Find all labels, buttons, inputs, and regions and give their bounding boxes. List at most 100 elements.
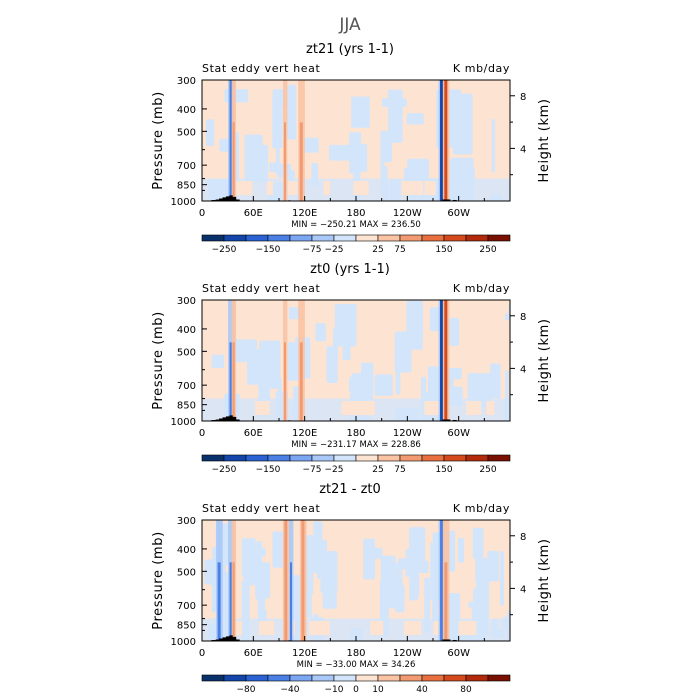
colorbar-swatch bbox=[421, 234, 445, 242]
y-tick-label: 700 bbox=[177, 381, 196, 392]
colorbar-label: −10 bbox=[325, 685, 344, 695]
negative-patch bbox=[272, 93, 283, 149]
terrain bbox=[452, 419, 457, 421]
colorbar-label: 25 bbox=[372, 465, 383, 475]
heatmap-area bbox=[202, 80, 510, 201]
x-tick-label: 120W bbox=[393, 648, 422, 659]
colorbar-swatch bbox=[245, 674, 269, 682]
stripe-core bbox=[217, 562, 221, 641]
surface-patch bbox=[401, 181, 416, 196]
colorbar-label: −250 bbox=[212, 245, 237, 255]
y-tick-label: 1000 bbox=[171, 197, 196, 208]
x-tick-label: 180 bbox=[346, 428, 365, 439]
x-tick-label: 120E bbox=[292, 428, 317, 439]
colorbar-swatch bbox=[377, 234, 401, 242]
y2-axis-label: Height (km) bbox=[537, 98, 552, 182]
surface-patch bbox=[424, 181, 436, 196]
colorbar-label: −150 bbox=[256, 245, 281, 255]
y2-tick-label: 4 bbox=[520, 364, 526, 375]
x-tick-label: 180 bbox=[346, 648, 365, 659]
colorbar-swatch bbox=[289, 674, 313, 682]
negative-patch bbox=[275, 131, 280, 175]
y-axis-label: Pressure (mb) bbox=[151, 531, 166, 630]
x-tick-label: 60W bbox=[447, 428, 470, 439]
colorbar-swatch bbox=[267, 674, 291, 682]
colorbar-swatch bbox=[465, 674, 489, 682]
negative-patch bbox=[475, 557, 489, 583]
colorbar-label: −80 bbox=[237, 685, 256, 695]
stripe-core bbox=[299, 122, 303, 201]
colorbar-label: 250 bbox=[479, 245, 496, 255]
stats-label: MIN = −250.21 MAX = 236.50 bbox=[291, 220, 421, 230]
y-tick-label: 400 bbox=[177, 545, 196, 556]
colorbar-swatch bbox=[443, 234, 467, 242]
surface-patch bbox=[467, 621, 474, 636]
left-label: Stat eddy vert heat bbox=[202, 62, 320, 75]
colorbar-swatch bbox=[311, 674, 335, 682]
stripe-core bbox=[440, 520, 444, 641]
colorbar-swatch bbox=[443, 454, 467, 462]
colorbar-label: 40 bbox=[416, 685, 428, 695]
colorbar-swatch bbox=[355, 234, 379, 242]
negative-patch bbox=[287, 342, 300, 381]
y-tick-label: 850 bbox=[177, 401, 196, 412]
terrain bbox=[208, 195, 244, 201]
colorbar-swatch bbox=[311, 234, 335, 242]
y2-tick-label: 4 bbox=[520, 144, 526, 155]
negative-patch bbox=[247, 349, 263, 385]
y-tick-label: 1000 bbox=[171, 637, 196, 648]
colorbar-label: −25 bbox=[325, 465, 344, 475]
negative-patch bbox=[288, 307, 300, 320]
surface-patch bbox=[486, 401, 495, 416]
colorbar-swatch bbox=[487, 234, 511, 242]
negative-patch bbox=[322, 563, 337, 609]
x-tick-label: 0 bbox=[199, 428, 205, 439]
negative-patch bbox=[409, 527, 426, 565]
colorbar-label: 150 bbox=[435, 245, 452, 255]
y-axis-label: Pressure (mb) bbox=[151, 91, 166, 190]
negative-patch bbox=[447, 317, 460, 346]
negative-patch bbox=[394, 331, 412, 373]
colorbar-label: −75 bbox=[303, 465, 322, 475]
surface-patch bbox=[323, 181, 331, 196]
x-tick-label: 180 bbox=[346, 208, 365, 219]
negative-patch bbox=[360, 362, 374, 400]
x-tick-label: 120W bbox=[393, 428, 422, 439]
y-tick-label: 850 bbox=[177, 181, 196, 192]
colorbar-swatch bbox=[443, 674, 467, 682]
x-tick-label: 60W bbox=[447, 648, 470, 659]
negative-patch bbox=[432, 583, 438, 625]
surface-patch bbox=[255, 401, 270, 416]
colorbar-label: 75 bbox=[394, 465, 405, 475]
negative-patch bbox=[342, 344, 351, 361]
stripe-core bbox=[301, 520, 305, 641]
x-tick-label: 60E bbox=[244, 428, 263, 439]
negative-patch bbox=[315, 323, 326, 342]
chart-panel-2: zt0 (yrs 1-1) Stat eddy vert heat K mb/day… bbox=[151, 262, 552, 475]
y-tick-label: 500 bbox=[177, 567, 196, 578]
colorbar-swatch bbox=[355, 674, 379, 682]
colorbar-label: −75 bbox=[303, 245, 322, 255]
colorbar-swatch bbox=[355, 454, 379, 462]
colorbar-swatch bbox=[223, 454, 247, 462]
heatmap-area bbox=[202, 520, 510, 641]
negative-patch bbox=[334, 304, 357, 347]
y-tick-label: 300 bbox=[177, 76, 196, 87]
surface-patch bbox=[353, 181, 369, 196]
negative-patch bbox=[374, 374, 393, 396]
colorbar-swatch bbox=[465, 454, 489, 462]
y2-tick-label: 4 bbox=[520, 584, 526, 595]
colorbar-label: −250 bbox=[212, 465, 237, 475]
colorbar-swatch bbox=[465, 234, 489, 242]
colorbar-swatch bbox=[223, 234, 247, 242]
stripe-core bbox=[283, 122, 286, 201]
panel-title: zt21 (yrs 1-1) bbox=[306, 42, 394, 57]
surface-band bbox=[202, 618, 510, 641]
colorbar-swatch bbox=[399, 454, 423, 462]
terrain bbox=[452, 199, 457, 201]
stripe-core bbox=[299, 342, 303, 421]
negative-patch bbox=[313, 521, 323, 574]
negative-patch bbox=[244, 134, 263, 182]
terrain bbox=[442, 639, 451, 641]
stats-label: MIN = −231.17 MAX = 228.86 bbox=[291, 440, 421, 450]
